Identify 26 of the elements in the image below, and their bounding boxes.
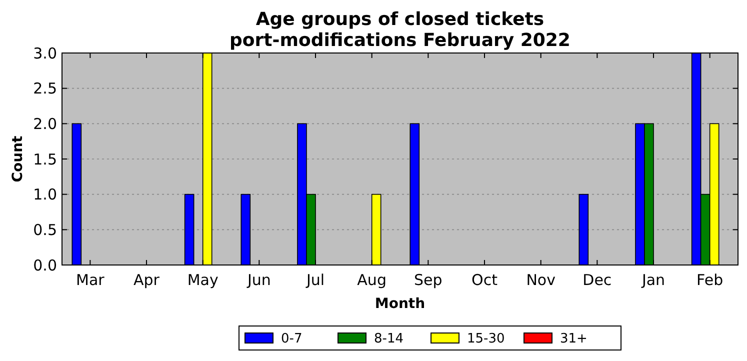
y-tick-label: 1.0 <box>33 186 57 204</box>
legend-label: 31+ <box>560 332 588 347</box>
legend-label: 15-30 <box>467 332 505 347</box>
y-tick-label: 0.5 <box>33 220 57 239</box>
x-tick-label: Jul <box>305 271 325 289</box>
legend-label: 8-14 <box>374 332 404 347</box>
x-axis-title: Month <box>374 296 426 312</box>
x-tick-label: Nov <box>526 271 556 289</box>
y-tick-label: 2.0 <box>33 114 57 133</box>
y-axis-title: Count <box>10 135 26 182</box>
x-tick-label: Dec <box>582 271 612 289</box>
y-tick-label: 2.5 <box>33 80 57 98</box>
legend-label: 0-7 <box>281 332 302 347</box>
x-tick-label: Oct <box>472 271 498 289</box>
x-tick-label: Mar <box>76 271 106 289</box>
x-tick-label: Apr <box>134 271 160 289</box>
x-tick-label: Feb <box>696 271 724 289</box>
x-tick-label: Jan <box>640 271 666 289</box>
x-tick-label: Sep <box>414 271 442 289</box>
x-tick-label: Jun <box>246 271 271 289</box>
x-tick-label: Aug <box>357 271 386 289</box>
chart-title: Age groups of closed tickets port-modifications February 2022 <box>230 9 570 51</box>
y-tick-label: 3.0 <box>33 44 57 62</box>
y-tick-label: 1.5 <box>33 150 57 168</box>
x-tick-label: May <box>187 271 218 289</box>
y-tick-label: 0.0 <box>33 256 57 274</box>
